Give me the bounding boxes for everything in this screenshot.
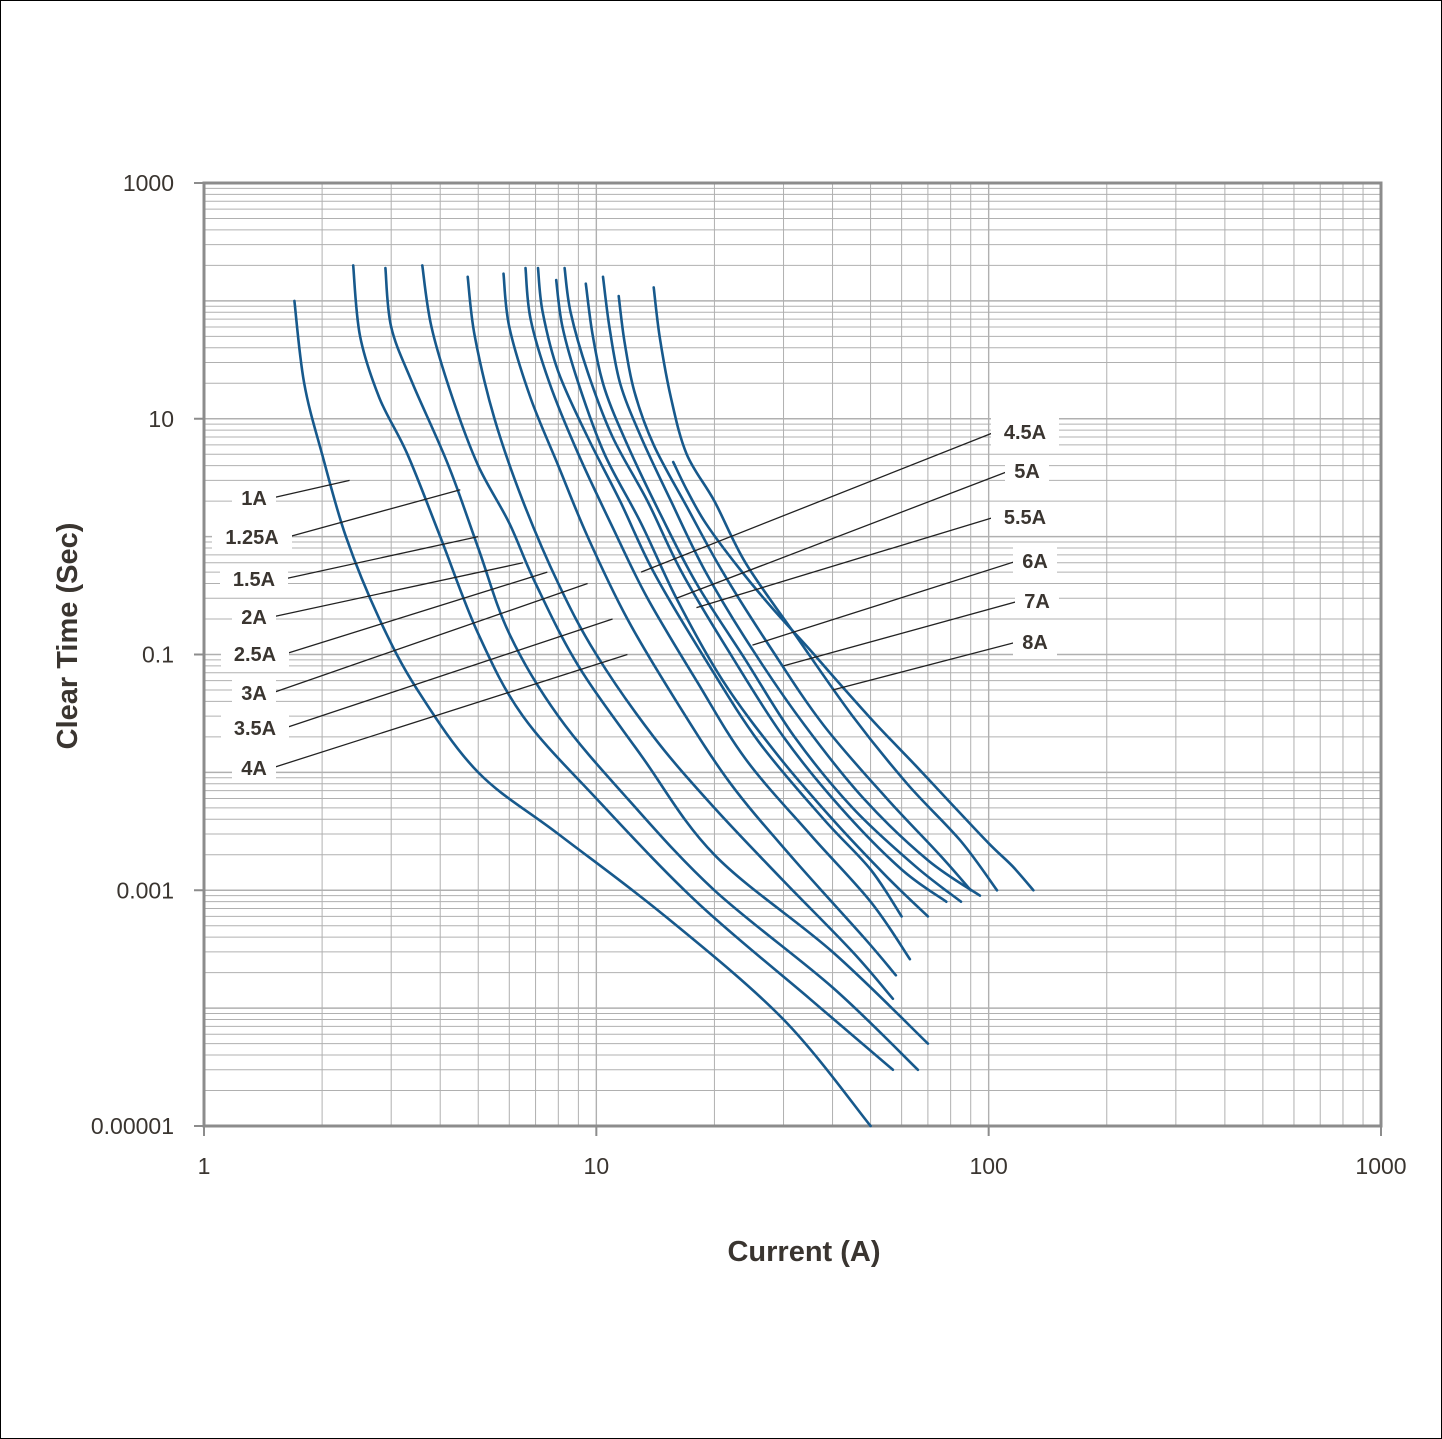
label-bg-7a xyxy=(1015,587,1059,615)
curve-4a xyxy=(536,266,903,918)
curve-2-5a xyxy=(466,275,895,1001)
curve-2a xyxy=(421,264,930,1045)
y-axis-title: Clear Time (Sec) xyxy=(52,523,84,750)
leader-1-25a xyxy=(287,489,461,538)
curves xyxy=(293,264,1035,1128)
label-bg-2-5a xyxy=(221,640,289,668)
curve-5-5a xyxy=(584,282,963,903)
x-tick-label: 1 xyxy=(198,1153,211,1179)
leader-4-5a xyxy=(640,431,996,573)
leader-5-5a xyxy=(696,516,996,609)
tick-labels: 1 10 100 1000 1000 10 0.1 0.001 0.00001 xyxy=(91,170,1407,1179)
label-2a: 2A xyxy=(241,607,267,629)
label-1a: 1A xyxy=(241,488,267,510)
curve-unlabeled xyxy=(671,460,1035,892)
label-bg-4a xyxy=(232,754,276,782)
label-8a: 8A xyxy=(1022,632,1048,654)
label-bg-2a xyxy=(232,603,276,631)
label-bg-3a xyxy=(232,679,276,707)
y-tick-label: 0.00001 xyxy=(91,1113,174,1139)
curve-1-25a xyxy=(351,264,895,1072)
label-leaders xyxy=(271,431,1020,769)
leader-1-5a xyxy=(283,535,479,580)
label-bg-3-5a xyxy=(221,714,289,742)
label-bg-1-5a xyxy=(220,565,288,593)
leader-2-5a xyxy=(284,571,548,655)
curve-6a xyxy=(601,275,982,897)
x-tick-label: 1000 xyxy=(1355,1153,1406,1179)
label-5-5a: 5.5A xyxy=(1004,507,1046,529)
label-bg-1a xyxy=(232,484,276,512)
x-tick-label: 100 xyxy=(969,1153,1007,1179)
curve-labels: 1A 1.25A 1.5A 2A 2.5A 3A 3.5A 4A 4.5A 5A 5.5A 6A 7A 8… xyxy=(212,418,1059,782)
label-bg-4-5a xyxy=(991,418,1059,446)
leader-7a xyxy=(783,600,1020,667)
label-4a: 4A xyxy=(241,758,267,780)
y-tick-label: 1000 xyxy=(123,170,174,196)
leader-1a xyxy=(271,479,350,499)
y-tick-label: 0.001 xyxy=(116,877,174,903)
label-bg-5a xyxy=(1005,457,1049,485)
y-tick-label: 10 xyxy=(148,406,174,432)
label-5a: 5A xyxy=(1014,461,1040,483)
label-3a: 3A xyxy=(241,683,267,705)
leader-3-5a xyxy=(284,618,613,729)
label-bg-1-25a xyxy=(212,523,292,551)
curve-3-5a xyxy=(524,266,912,961)
leader-8a xyxy=(832,641,1018,691)
label-6a: 6A xyxy=(1022,551,1048,573)
curve-1a xyxy=(293,299,872,1128)
leader-3a xyxy=(271,582,588,694)
x-tick-label: 10 xyxy=(584,1153,610,1179)
label-bg-6a xyxy=(1013,547,1057,575)
label-1-5a: 1.5A xyxy=(233,569,275,591)
curve-3a xyxy=(502,272,898,977)
curve-7a xyxy=(617,294,972,892)
label-1-25a: 1.25A xyxy=(225,527,278,549)
label-2-5a: 2.5A xyxy=(234,644,276,666)
curve-8a xyxy=(652,286,999,892)
leader-4a xyxy=(271,653,628,769)
y-tick-label: 0.1 xyxy=(142,642,174,668)
label-bg-8a xyxy=(1013,628,1057,656)
x-axis-title: Current (A) xyxy=(727,1236,880,1268)
curve-5a xyxy=(563,266,948,903)
curve-1-5a xyxy=(384,266,920,1072)
label-7a: 7A xyxy=(1024,591,1050,613)
label-bg-5-5a xyxy=(991,503,1059,531)
label-4-5a: 4.5A xyxy=(1004,422,1046,444)
curve-4-5a xyxy=(554,278,930,918)
label-3-5a: 3.5A xyxy=(234,718,276,740)
leader-5a xyxy=(676,470,1010,599)
leader-2a xyxy=(271,562,524,618)
leader-6a xyxy=(752,560,1018,646)
